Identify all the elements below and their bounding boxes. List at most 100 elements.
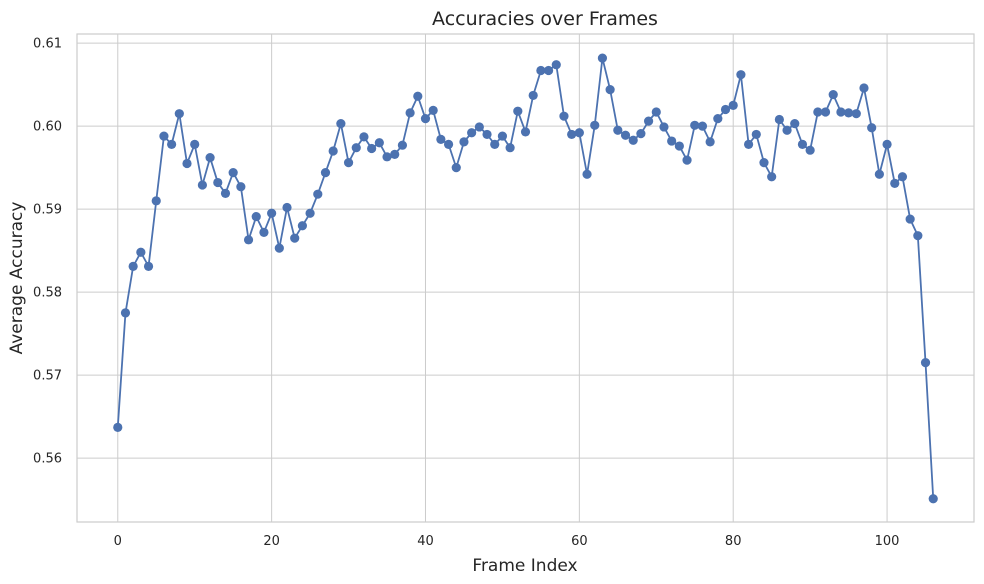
- data-point: [220, 188, 231, 198]
- data-point: [520, 127, 531, 137]
- data-point: [574, 128, 584, 138]
- data-point: [443, 139, 454, 149]
- data-point: [797, 139, 808, 149]
- data-point: [605, 85, 615, 95]
- data-point: [128, 261, 138, 271]
- data-point: [590, 120, 600, 130]
- data-point: [197, 180, 207, 190]
- data-point: [205, 153, 215, 163]
- data-point: [882, 139, 892, 149]
- data-point: [113, 422, 123, 432]
- data-point: [674, 141, 684, 151]
- data-point: [890, 178, 900, 188]
- data-point: [474, 122, 484, 132]
- x-tick-label: 40: [417, 534, 434, 549]
- chart-title: Accuracies over Frames: [432, 8, 658, 30]
- data-point: [643, 116, 654, 126]
- data-point: [536, 65, 546, 76]
- series-accuracy: [113, 53, 938, 504]
- data-point: [459, 137, 469, 147]
- x-tick-label: 0: [114, 534, 122, 549]
- data-point: [805, 145, 815, 155]
- data-point: [743, 139, 754, 149]
- data-point: [320, 167, 331, 178]
- data-point: [467, 128, 477, 138]
- data-point: [774, 114, 784, 125]
- x-tick-label: 20: [263, 534, 280, 549]
- data-point: [582, 169, 592, 179]
- data-point: [182, 158, 192, 169]
- data-point: [297, 221, 308, 231]
- data-point: [428, 105, 438, 115]
- data-point: [551, 60, 561, 70]
- y-tick-label: 0.60: [33, 120, 62, 135]
- x-tick-label: 100: [875, 534, 900, 549]
- data-point: [736, 70, 746, 80]
- data-point: [705, 137, 715, 147]
- y-tick-label: 0.61: [33, 37, 62, 52]
- data-point: [790, 119, 800, 129]
- data-point: [597, 53, 608, 63]
- data-point: [482, 129, 492, 140]
- data-point: [405, 108, 415, 118]
- data-point: [359, 132, 369, 142]
- data-point: [167, 139, 177, 149]
- data-point: [720, 104, 731, 115]
- x-tick-label: 80: [725, 534, 742, 549]
- data-point: [751, 129, 761, 140]
- data-point: [920, 358, 931, 368]
- data-point: [543, 65, 554, 76]
- data-point: [505, 143, 515, 153]
- data-point: [851, 109, 861, 119]
- data-point: [490, 139, 500, 149]
- data-point: [613, 125, 623, 135]
- y-tick-label: 0.59: [33, 203, 62, 218]
- x-axis-ticks: 0 20 40 60 80 100: [114, 534, 900, 549]
- data-point: [567, 129, 577, 140]
- data-point: [367, 143, 377, 154]
- data-point: [305, 208, 315, 218]
- data-point: [759, 158, 769, 168]
- data-point: [159, 131, 169, 141]
- data-point: [836, 107, 846, 117]
- data-point: [682, 155, 692, 165]
- data-point: [928, 494, 938, 504]
- y-tick-label: 0.57: [33, 369, 62, 384]
- data-point: [351, 143, 361, 153]
- series-line: [116, 57, 935, 499]
- data-point: [213, 177, 223, 188]
- x-axis-label: Frame Index: [472, 556, 577, 576]
- data-point: [413, 91, 423, 101]
- data-point: [390, 149, 400, 159]
- y-tick-label: 0.58: [33, 286, 62, 301]
- data-point: [290, 233, 300, 243]
- data-point: [420, 114, 431, 124]
- data-point: [828, 89, 838, 100]
- data-point: [451, 163, 461, 173]
- data-point: [228, 167, 238, 178]
- data-point: [659, 122, 669, 132]
- data-point: [136, 247, 146, 257]
- y-tick-label: 0.56: [33, 452, 62, 467]
- data-point: [328, 146, 338, 156]
- data-point: [143, 261, 154, 271]
- data-point: [905, 214, 915, 224]
- data-point: [874, 169, 884, 179]
- data-point: [913, 231, 923, 241]
- data-point: [859, 83, 869, 93]
- data-point: [667, 136, 677, 146]
- data-point: [251, 211, 261, 222]
- data-point: [620, 130, 631, 140]
- data-point: [497, 131, 508, 141]
- y-axis-label: Average Accuracy: [7, 202, 27, 355]
- data-point: [274, 243, 284, 253]
- data-point: [397, 140, 408, 150]
- data-point: [867, 123, 877, 133]
- data-point: [190, 139, 200, 149]
- data-point: [259, 227, 269, 237]
- data-point: [528, 90, 538, 101]
- data-point: [559, 111, 569, 121]
- data-point: [382, 152, 392, 162]
- data-point: [236, 182, 246, 192]
